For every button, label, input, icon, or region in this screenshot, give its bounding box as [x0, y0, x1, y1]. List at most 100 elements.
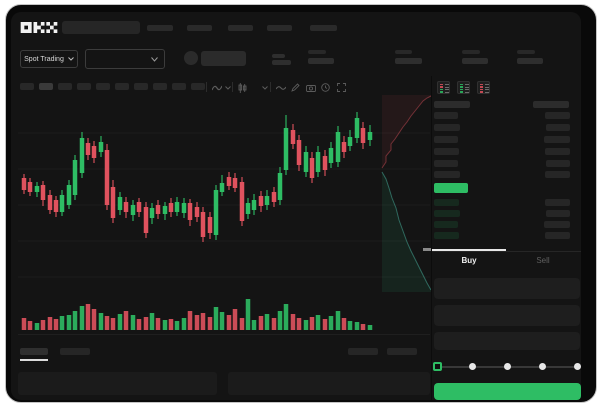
icon-cell	[480, 88, 483, 91]
okx-logo[interactable]	[20, 22, 58, 33]
orderbook-column-header	[533, 101, 569, 108]
timeframe-button[interactable]	[58, 83, 72, 90]
book-combined-icon[interactable]	[437, 81, 450, 94]
price-mini-line	[272, 60, 291, 65]
icon-cell	[440, 91, 443, 93]
price-chart[interactable]	[18, 95, 432, 340]
icon-dash	[445, 91, 449, 93]
buy-submit-button[interactable]	[434, 383, 581, 400]
ask-row[interactable]	[432, 148, 581, 156]
chevron-down-icon	[151, 56, 158, 62]
icon-cell	[440, 83, 443, 86]
bid-amount-placeholder	[545, 232, 570, 239]
bid-row[interactable]	[432, 232, 581, 240]
icon-cell	[440, 86, 443, 88]
slider-handle[interactable]	[433, 362, 442, 371]
icon-dash	[465, 91, 469, 93]
ask-row[interactable]	[432, 124, 581, 132]
ask-price-placeholder	[434, 136, 458, 143]
fullscreen-expand-icon[interactable]	[336, 82, 347, 93]
icon-cell	[440, 88, 443, 91]
candle-type-icon[interactable]	[237, 82, 248, 93]
history-clock-icon[interactable]	[320, 82, 331, 93]
bottom-tab[interactable]	[60, 348, 90, 355]
slider-stop-dot[interactable]	[504, 363, 511, 370]
camera-icon[interactable]	[305, 82, 316, 93]
bid-price-placeholder	[434, 199, 459, 206]
bottom-tab-underline	[20, 359, 48, 361]
icon-cell	[460, 86, 463, 88]
timeframe-button[interactable]	[172, 83, 186, 90]
nav-item-placeholder[interactable]	[310, 25, 337, 31]
order-input-field[interactable]	[434, 278, 580, 299]
bid-row[interactable]	[432, 221, 581, 229]
bid-row[interactable]	[432, 199, 581, 207]
candles	[21, 112, 373, 242]
order-input-field[interactable]	[434, 305, 580, 326]
bid-amount-placeholder	[546, 210, 570, 217]
ask-price-placeholder	[434, 112, 458, 119]
book-asks-only-icon[interactable]	[477, 81, 490, 94]
line-style-icon[interactable]	[211, 82, 222, 93]
bottom-tab[interactable]	[20, 348, 48, 355]
bottom-panel[interactable]	[228, 372, 430, 395]
timeframe-button[interactable]	[39, 83, 53, 90]
bid-row[interactable]	[432, 210, 581, 218]
toolbar-divider	[270, 82, 271, 92]
nav-item-placeholder[interactable]	[147, 25, 173, 31]
depth-overlay	[381, 95, 432, 292]
order-input-field[interactable]	[434, 332, 580, 350]
ask-amount-placeholder	[546, 160, 570, 167]
ask-row[interactable]	[432, 160, 581, 168]
draw-pencil-icon[interactable]	[290, 82, 301, 93]
nav-item-placeholder[interactable]	[187, 25, 212, 31]
chevron-down-icon[interactable]	[222, 82, 233, 93]
timeframe-button[interactable]	[96, 83, 110, 90]
bottom-panel[interactable]	[18, 372, 217, 395]
tab-buy[interactable]: Buy	[461, 256, 477, 265]
ask-amount-placeholder	[546, 124, 570, 131]
ask-amount-placeholder	[544, 136, 570, 143]
stat-value-placeholder	[395, 58, 422, 64]
timeframe-button[interactable]	[134, 83, 148, 90]
last-price-badge	[434, 183, 468, 193]
active-tab-indicator	[432, 249, 506, 251]
ask-price-placeholder	[434, 124, 460, 131]
ask-row[interactable]	[432, 136, 581, 144]
icon-dash	[465, 86, 469, 88]
ask-row[interactable]	[432, 112, 581, 120]
volume-bars	[21, 299, 373, 330]
search-input[interactable]	[62, 21, 140, 34]
nav-item-placeholder[interactable]	[267, 25, 292, 31]
slider-stop-dot[interactable]	[469, 363, 477, 370]
toolbar-divider	[232, 82, 233, 92]
pair-select[interactable]	[85, 49, 165, 69]
timeframe-button[interactable]	[191, 83, 205, 90]
book-bids-only-icon[interactable]	[457, 81, 470, 94]
bottom-link-placeholder[interactable]	[387, 348, 417, 355]
stat-value-placeholder	[462, 58, 488, 64]
curve-tool-icon[interactable]	[275, 82, 286, 93]
ask-amount-placeholder	[545, 148, 570, 155]
timeframe-button[interactable]	[77, 83, 91, 90]
slider-stop-dot[interactable]	[538, 363, 546, 370]
ask-amount-placeholder	[545, 112, 570, 119]
timeframe-button[interactable]	[153, 83, 167, 90]
stat-label-placeholder	[308, 50, 326, 54]
timeframe-button[interactable]	[115, 83, 129, 90]
mode-select[interactable]: Spot Trading	[20, 50, 78, 68]
stat-label-placeholder	[462, 50, 480, 54]
chevron-down-icon[interactable]	[259, 82, 270, 93]
stat-label-placeholder	[395, 50, 412, 54]
slider-stop-dot[interactable]	[573, 363, 581, 370]
nav-item-placeholder[interactable]	[228, 25, 253, 31]
timeframe-button[interactable]	[20, 83, 34, 90]
price-mini-line	[272, 54, 285, 58]
ask-price-placeholder	[434, 148, 459, 155]
bid-amount-placeholder	[544, 221, 570, 228]
stat-value-placeholder	[308, 58, 334, 64]
ask-row[interactable]	[432, 171, 581, 179]
tab-sell[interactable]: Sell	[536, 256, 550, 265]
bottom-link-placeholder[interactable]	[348, 348, 378, 355]
